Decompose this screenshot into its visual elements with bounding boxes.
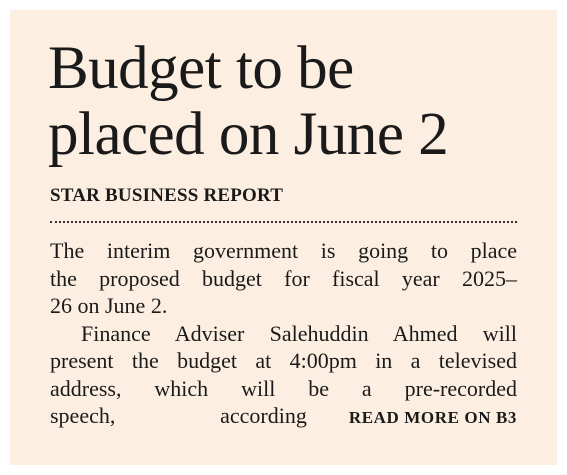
body-line: address, which will be a pre-recorded [50, 375, 517, 401]
body-line: The interim government is going to place [50, 238, 517, 263]
dotted-rule [50, 221, 517, 223]
headline-line: Budget to be [48, 35, 354, 102]
body-line: the proposed budget for fiscal year 2025… [50, 265, 517, 291]
body-line: 26 on June 2. [50, 293, 168, 318]
clipping [10, 10, 557, 465]
body-line: speech, according [50, 403, 307, 428]
article-body: The interim government is going to place… [50, 237, 517, 432]
body-line: Finance Adviser Salehuddin Ahmed will [81, 320, 517, 346]
headline-line: placed on June 2 [48, 101, 449, 168]
headline: Budget to be placed on June 2 [48, 36, 528, 168]
read-more[interactable]: READ MORE ON B3 [348, 408, 517, 427]
body-line: present the budget at 4:00pm in a televi… [50, 348, 517, 373]
body-last-line: speech, according READ MORE ON B3 [50, 402, 517, 432]
byline: STAR BUSINESS REPORT [50, 185, 284, 206]
